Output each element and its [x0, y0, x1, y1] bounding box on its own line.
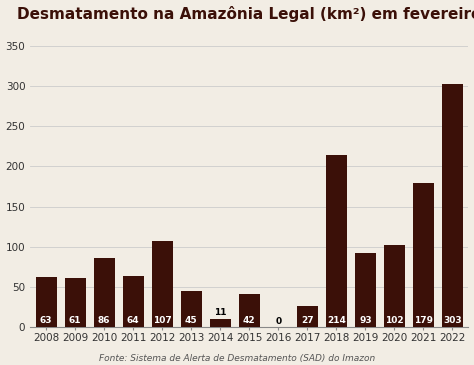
Bar [442, 84, 463, 327]
Bar [413, 183, 434, 327]
Text: 303: 303 [443, 316, 462, 326]
Bar [181, 291, 202, 327]
Text: 0: 0 [275, 317, 282, 326]
Text: 27: 27 [301, 316, 314, 326]
Bar [152, 241, 173, 327]
Bar [123, 276, 144, 327]
Text: 61: 61 [69, 316, 82, 326]
Text: 102: 102 [385, 316, 404, 326]
Bar [355, 253, 376, 327]
Text: 93: 93 [359, 316, 372, 326]
Text: 107: 107 [153, 316, 172, 326]
Bar [326, 155, 347, 327]
Title: Desmatamento na Amazônia Legal (km²) em fevereiro: Desmatamento na Amazônia Legal (km²) em … [17, 5, 474, 22]
Bar [297, 306, 318, 327]
Bar [210, 319, 231, 327]
Bar [239, 294, 260, 327]
Bar [36, 277, 56, 327]
Text: 214: 214 [327, 316, 346, 326]
Text: 11: 11 [214, 308, 227, 318]
Bar [94, 258, 115, 327]
Text: Fonte: Sistema de Alerta de Desmatamento (SAD) do Imazon: Fonte: Sistema de Alerta de Desmatamento… [99, 354, 375, 363]
Bar [384, 245, 405, 327]
Text: 179: 179 [414, 316, 433, 326]
Text: 42: 42 [243, 316, 255, 326]
Text: 63: 63 [40, 316, 53, 326]
Text: 45: 45 [185, 316, 198, 326]
Text: 86: 86 [98, 316, 110, 326]
Bar [65, 278, 86, 327]
Text: 64: 64 [127, 316, 139, 326]
